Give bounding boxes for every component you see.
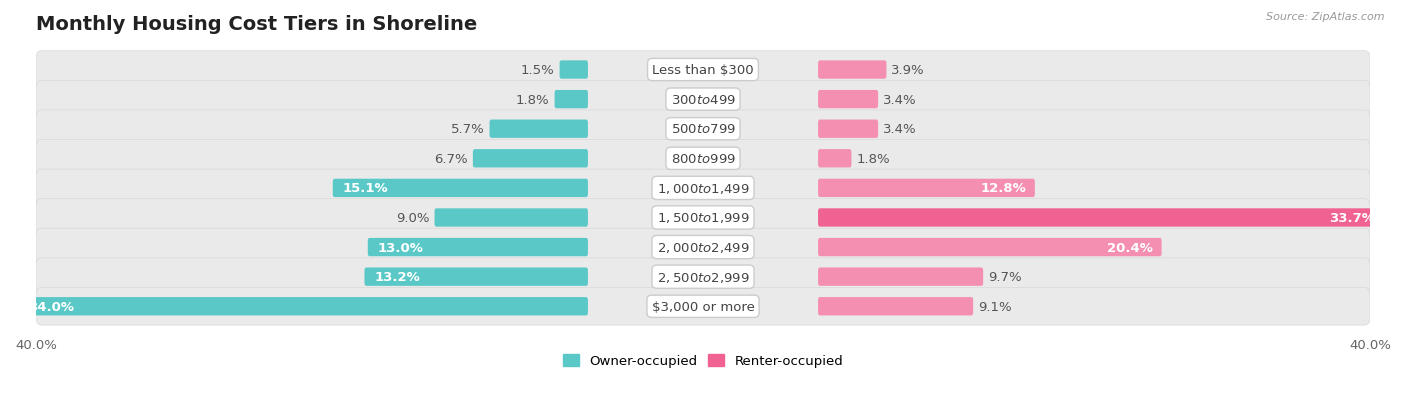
Text: 3.9%: 3.9%	[891, 64, 925, 77]
FancyBboxPatch shape	[560, 61, 588, 80]
Text: 15.1%: 15.1%	[343, 182, 388, 195]
Text: Monthly Housing Cost Tiers in Shoreline: Monthly Housing Cost Tiers in Shoreline	[37, 15, 477, 34]
FancyBboxPatch shape	[818, 150, 852, 168]
FancyBboxPatch shape	[37, 81, 1369, 119]
Text: 3.4%: 3.4%	[883, 123, 917, 136]
Text: $1,000 to $1,499: $1,000 to $1,499	[657, 181, 749, 195]
FancyBboxPatch shape	[37, 229, 1369, 266]
FancyBboxPatch shape	[818, 120, 879, 138]
Text: 9.7%: 9.7%	[988, 271, 1022, 283]
FancyBboxPatch shape	[368, 238, 588, 256]
Text: 34.0%: 34.0%	[28, 300, 73, 313]
Text: 13.2%: 13.2%	[374, 271, 420, 283]
FancyBboxPatch shape	[818, 209, 1384, 227]
Text: 12.8%: 12.8%	[981, 182, 1026, 195]
Text: 1.8%: 1.8%	[856, 152, 890, 165]
Text: 33.7%: 33.7%	[1329, 211, 1375, 224]
FancyBboxPatch shape	[818, 61, 886, 80]
Text: 3.4%: 3.4%	[883, 93, 917, 107]
FancyBboxPatch shape	[37, 258, 1369, 296]
Text: 5.7%: 5.7%	[451, 123, 485, 136]
Text: 9.0%: 9.0%	[396, 211, 429, 224]
FancyBboxPatch shape	[818, 268, 983, 286]
FancyBboxPatch shape	[333, 179, 588, 197]
Text: $800 to $999: $800 to $999	[671, 152, 735, 165]
Text: $2,000 to $2,499: $2,000 to $2,499	[657, 240, 749, 254]
Text: 13.0%: 13.0%	[378, 241, 423, 254]
FancyBboxPatch shape	[818, 91, 879, 109]
Text: Less than $300: Less than $300	[652, 64, 754, 77]
FancyBboxPatch shape	[364, 268, 588, 286]
Text: $2,500 to $2,999: $2,500 to $2,999	[657, 270, 749, 284]
FancyBboxPatch shape	[37, 52, 1369, 89]
FancyBboxPatch shape	[37, 170, 1369, 207]
Text: $3,000 or more: $3,000 or more	[651, 300, 755, 313]
FancyBboxPatch shape	[554, 91, 588, 109]
FancyBboxPatch shape	[18, 297, 588, 316]
FancyBboxPatch shape	[37, 140, 1369, 178]
Text: $300 to $499: $300 to $499	[671, 93, 735, 107]
FancyBboxPatch shape	[37, 111, 1369, 148]
FancyBboxPatch shape	[818, 179, 1035, 197]
Text: 9.1%: 9.1%	[979, 300, 1012, 313]
Text: 20.4%: 20.4%	[1108, 241, 1153, 254]
FancyBboxPatch shape	[434, 209, 588, 227]
Text: $1,500 to $1,999: $1,500 to $1,999	[657, 211, 749, 225]
Text: 6.7%: 6.7%	[434, 152, 468, 165]
Text: $500 to $799: $500 to $799	[671, 123, 735, 136]
Legend: Owner-occupied, Renter-occupied: Owner-occupied, Renter-occupied	[558, 349, 848, 373]
FancyBboxPatch shape	[37, 199, 1369, 237]
FancyBboxPatch shape	[818, 238, 1161, 256]
FancyBboxPatch shape	[818, 297, 973, 316]
FancyBboxPatch shape	[37, 288, 1369, 325]
Text: 1.8%: 1.8%	[516, 93, 550, 107]
Text: Source: ZipAtlas.com: Source: ZipAtlas.com	[1267, 12, 1385, 22]
FancyBboxPatch shape	[472, 150, 588, 168]
Text: 1.5%: 1.5%	[520, 64, 554, 77]
FancyBboxPatch shape	[489, 120, 588, 138]
